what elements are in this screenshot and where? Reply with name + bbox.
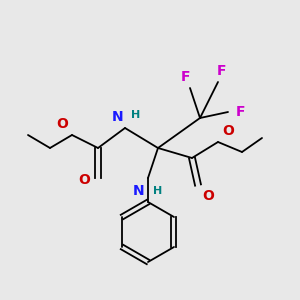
Text: F: F [181,70,191,84]
Text: O: O [56,117,68,131]
Text: N: N [111,110,123,124]
Text: O: O [222,124,234,138]
Text: H: H [131,110,140,120]
Text: O: O [202,189,214,203]
Text: F: F [236,105,245,119]
Text: O: O [78,173,90,187]
Text: H: H [153,186,162,196]
Text: F: F [217,64,227,78]
Text: N: N [132,184,144,198]
